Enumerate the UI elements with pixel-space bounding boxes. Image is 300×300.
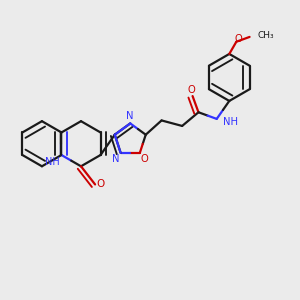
Text: N: N [127,111,134,121]
Text: O: O [187,85,195,95]
Text: N: N [112,154,120,164]
Text: CH₃: CH₃ [257,31,274,40]
Text: O: O [141,154,148,164]
Text: O: O [97,179,105,190]
Text: NH: NH [45,157,59,167]
Text: NH: NH [223,117,238,127]
Text: O: O [234,34,242,44]
